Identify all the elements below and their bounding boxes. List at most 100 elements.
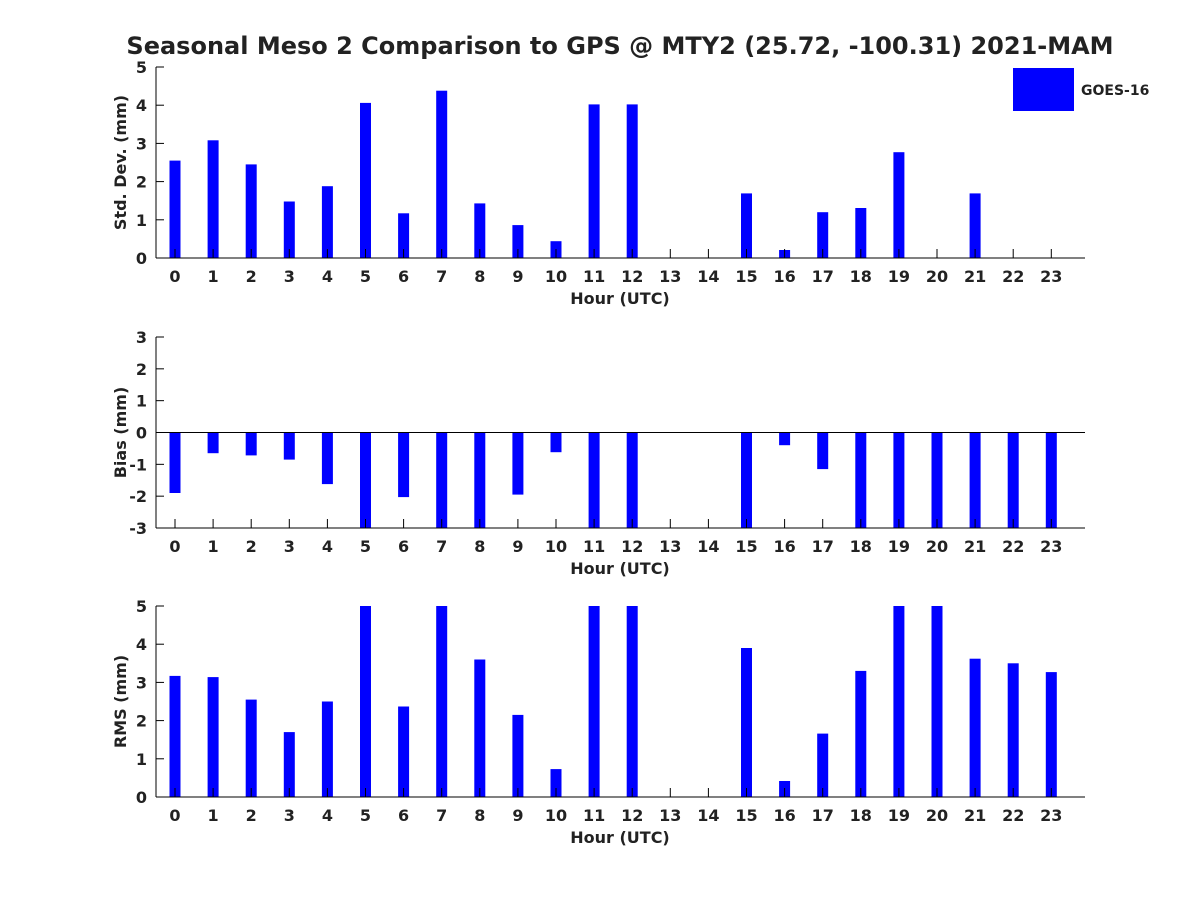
x-tick-label: 9 xyxy=(512,537,523,556)
x-tick-label: 15 xyxy=(735,267,757,286)
bar-hour-15 xyxy=(741,648,752,797)
bar-hour-0 xyxy=(169,432,181,493)
bar-hour-10 xyxy=(550,432,562,453)
x-tick-label: 0 xyxy=(169,537,180,556)
x-tick-label: 4 xyxy=(322,537,333,556)
x-tick-label: 22 xyxy=(1002,537,1024,556)
x-tick-label: 16 xyxy=(773,267,795,286)
x-tick-label: 0 xyxy=(169,806,180,825)
x-tick-label: 19 xyxy=(888,537,910,556)
bar-hour-5 xyxy=(360,102,371,259)
x-tick-label: 5 xyxy=(360,267,371,286)
x-axis-label: Hour (UTC) xyxy=(570,828,670,847)
x-tick-label: 23 xyxy=(1040,806,1062,825)
y-tick-label: 1 xyxy=(136,211,147,230)
y-tick-label: 2 xyxy=(136,360,147,379)
y-tick-label: 1 xyxy=(136,392,147,411)
y-tick-label: 3 xyxy=(136,134,147,153)
x-tick-label: 10 xyxy=(545,806,567,825)
x-tick-label: 6 xyxy=(398,806,409,825)
x-tick-label: 18 xyxy=(850,806,872,825)
x-tick-label: 20 xyxy=(926,267,948,286)
bar-hour-21 xyxy=(969,658,981,797)
x-tick-label: 3 xyxy=(284,806,295,825)
y-tick-label: -1 xyxy=(129,455,147,474)
bar-hour-22 xyxy=(1007,663,1019,797)
x-tick-label: 2 xyxy=(246,267,257,286)
y-tick-label: -2 xyxy=(129,487,147,506)
y-tick-label: 2 xyxy=(136,173,147,192)
x-tick-label: 18 xyxy=(850,267,872,286)
bar-hour-3 xyxy=(283,201,295,258)
y-axis-label: Std. Dev. (mm) xyxy=(111,95,130,230)
y-tick-label: 2 xyxy=(136,712,147,731)
y-tick-label: 0 xyxy=(136,424,147,443)
x-tick-label: 21 xyxy=(964,267,986,286)
bar-hour-19 xyxy=(893,606,905,797)
bar-hour-6 xyxy=(398,706,410,797)
bar-hour-20 xyxy=(931,606,943,797)
chart-panels: 0 1 2 3 4 5 6 7 8 9 10 11 12 13 14 15 16 17 18 19 20 21 22 2301… xyxy=(111,58,1085,847)
bar-hour-7 xyxy=(436,432,448,528)
bar-hour-9 xyxy=(512,432,524,495)
y-axis-label: RMS (mm) xyxy=(111,655,130,748)
x-tick-label: 21 xyxy=(964,806,986,825)
y-tick-label: 3 xyxy=(136,673,147,692)
x-tick-label: 6 xyxy=(398,267,409,286)
x-tick-label: 1 xyxy=(208,537,219,556)
bar-hour-21 xyxy=(969,193,981,258)
y-axis-label: Bias (mm) xyxy=(111,387,130,479)
bar-hour-17 xyxy=(817,733,829,797)
bar-hour-7 xyxy=(436,606,448,797)
bar-hour-18 xyxy=(855,432,867,528)
bar-hour-0 xyxy=(169,675,181,797)
bar-hour-20 xyxy=(931,432,943,528)
x-tick-label: 1 xyxy=(208,806,219,825)
bar-hour-1 xyxy=(207,140,219,258)
x-tick-label: 22 xyxy=(1002,267,1024,286)
bar-hour-19 xyxy=(893,432,905,528)
y-tick-label: 4 xyxy=(136,96,147,115)
x-tick-label: 10 xyxy=(545,267,567,286)
x-tick-label: 17 xyxy=(812,267,834,286)
x-tick-label: 12 xyxy=(621,806,643,825)
x-tick-label: 13 xyxy=(659,537,681,556)
x-tick-label: 15 xyxy=(735,537,757,556)
bar-hour-12 xyxy=(626,104,638,259)
x-tick-label: 12 xyxy=(621,267,643,286)
bar-hour-8 xyxy=(474,659,486,797)
bar-hour-15 xyxy=(741,432,752,528)
x-tick-label: 12 xyxy=(621,537,643,556)
x-tick-label: 14 xyxy=(697,267,719,286)
bar-hour-7 xyxy=(436,90,448,258)
x-tick-label: 14 xyxy=(697,537,719,556)
x-tick-label: 11 xyxy=(583,267,605,286)
x-tick-label: 13 xyxy=(659,806,681,825)
x-tick-label: 14 xyxy=(697,806,719,825)
bar-hour-23 xyxy=(1045,432,1057,528)
bar-hour-12 xyxy=(626,432,638,528)
x-tick-label: 20 xyxy=(926,806,948,825)
bar-hour-15 xyxy=(741,193,752,258)
x-tick-label: 19 xyxy=(888,806,910,825)
x-tick-label: 23 xyxy=(1040,537,1062,556)
x-tick-label: 9 xyxy=(512,806,523,825)
x-tick-label: 1 xyxy=(208,267,219,286)
x-tick-label: 9 xyxy=(512,267,523,286)
bar-hour-23 xyxy=(1045,672,1057,797)
y-tick-label: 5 xyxy=(136,58,147,77)
bar-hour-8 xyxy=(474,432,486,528)
x-tick-label: 7 xyxy=(436,267,447,286)
x-tick-label: 7 xyxy=(436,806,447,825)
x-tick-label: 11 xyxy=(583,806,605,825)
bar-hour-22 xyxy=(1007,432,1019,528)
x-tick-label: 17 xyxy=(812,806,834,825)
bar-hour-5 xyxy=(360,606,371,797)
bar-hour-0 xyxy=(169,160,181,258)
bar-hour-11 xyxy=(588,104,600,259)
panel-2: 0 1 2 3 4 5 6 7 8 9 10 11 12 13 14 15 16 17 18 19 20 21 22 23-3… xyxy=(111,328,1085,578)
legend-swatch xyxy=(1013,68,1074,111)
x-tick-label: 10 xyxy=(545,537,567,556)
x-tick-label: 16 xyxy=(773,806,795,825)
